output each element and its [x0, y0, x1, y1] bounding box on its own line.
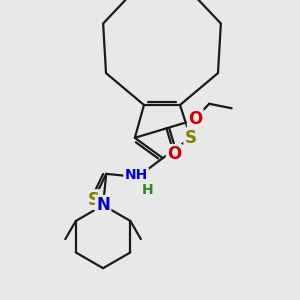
Text: O: O — [167, 145, 181, 163]
Text: NH: NH — [124, 169, 148, 182]
Text: N: N — [96, 196, 110, 214]
Text: O: O — [188, 110, 202, 128]
Text: S: S — [88, 190, 100, 208]
Text: S: S — [185, 129, 197, 147]
Text: H: H — [142, 183, 154, 196]
